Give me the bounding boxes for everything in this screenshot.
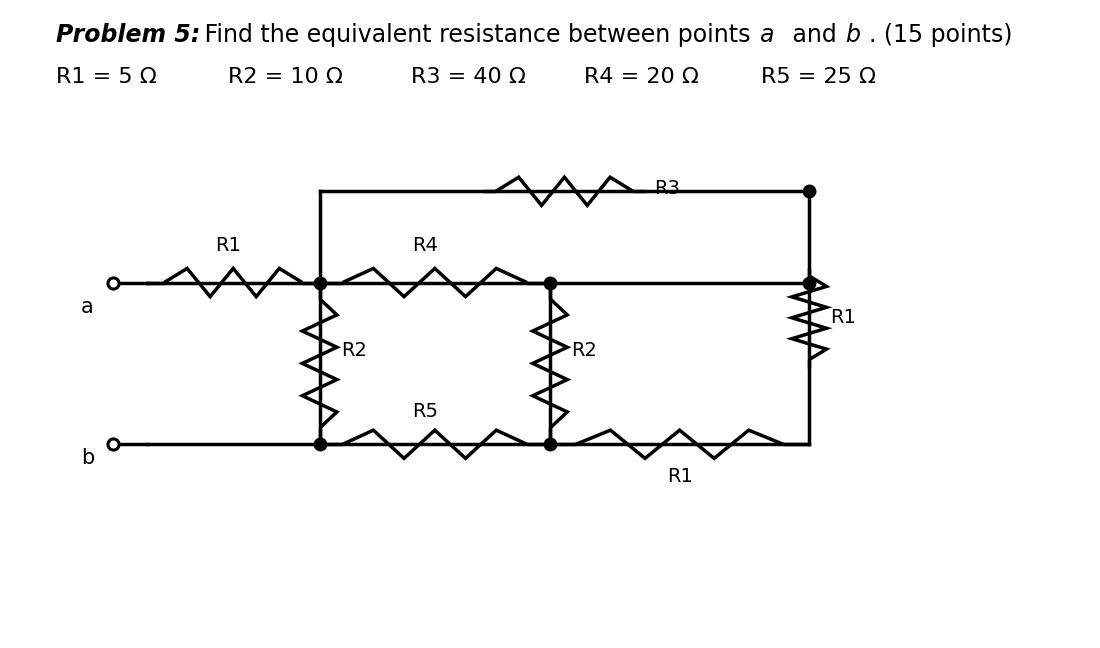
Text: R1: R1 xyxy=(830,308,856,327)
Text: R1 = 5 Ω: R1 = 5 Ω xyxy=(56,67,156,87)
Text: and: and xyxy=(785,23,845,47)
Text: R3 = 40 Ω: R3 = 40 Ω xyxy=(410,67,526,87)
Text: R2: R2 xyxy=(341,341,366,360)
Text: a: a xyxy=(81,297,94,318)
Text: b: b xyxy=(80,448,94,469)
Text: R2 = 10 Ω: R2 = 10 Ω xyxy=(229,67,343,87)
Text: R5 = 25 Ω: R5 = 25 Ω xyxy=(761,67,877,87)
Text: b: b xyxy=(845,23,860,47)
Text: R3: R3 xyxy=(653,179,680,198)
Text: R2: R2 xyxy=(571,341,597,360)
Text: R4: R4 xyxy=(412,236,438,255)
Text: R1: R1 xyxy=(216,236,241,255)
Text: . (15 points): . (15 points) xyxy=(869,23,1012,47)
Text: R4 = 20 Ω: R4 = 20 Ω xyxy=(584,67,698,87)
Text: R5: R5 xyxy=(412,402,438,421)
Text: Find the equivalent resistance between points: Find the equivalent resistance between p… xyxy=(197,23,758,47)
Text: R1: R1 xyxy=(667,467,693,487)
Text: a: a xyxy=(759,23,773,47)
Text: Problem 5:: Problem 5: xyxy=(56,23,200,47)
